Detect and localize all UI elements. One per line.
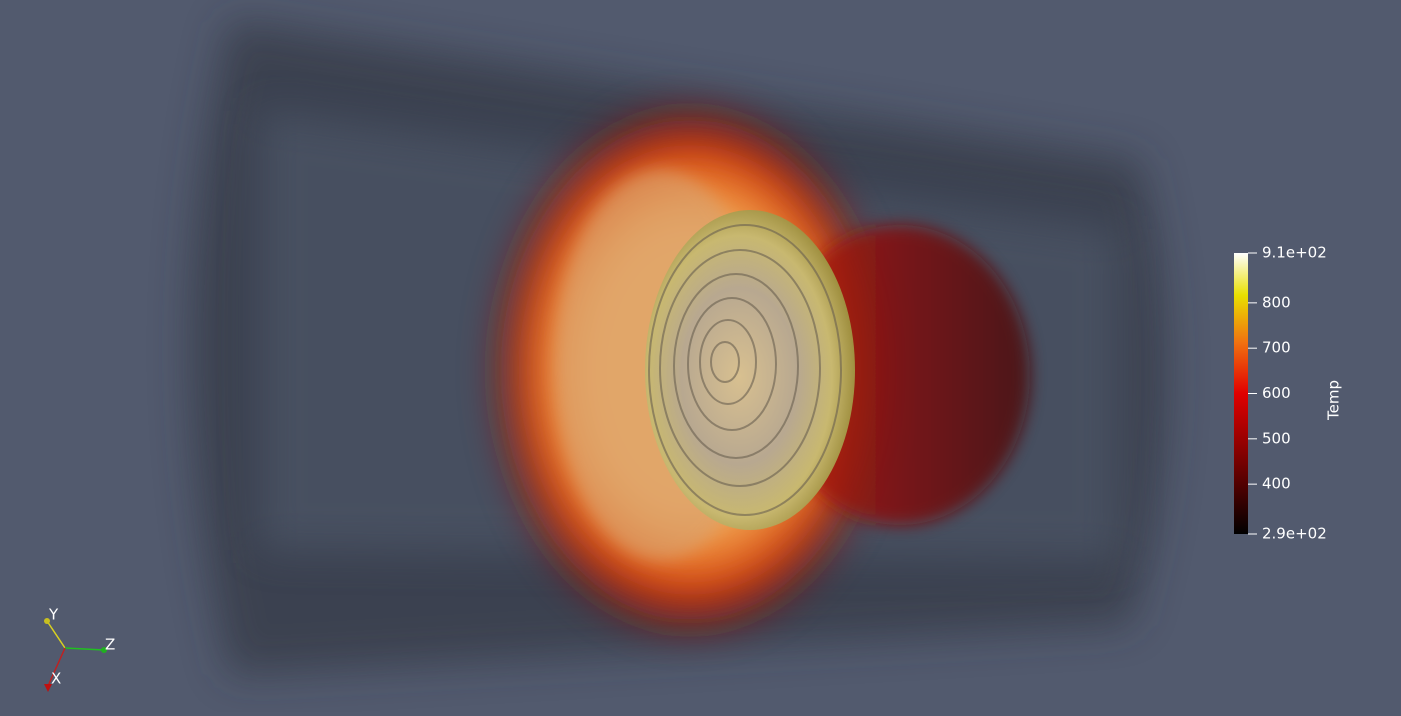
volume-render [190, 20, 1168, 675]
y-label: Y [48, 606, 59, 624]
z-axis [64, 647, 105, 651]
tick-label: 9.1e+02 [1262, 244, 1327, 262]
tick-label: 700 [1262, 339, 1291, 357]
tick-label: 800 [1262, 293, 1291, 311]
tick-label: 600 [1262, 384, 1291, 402]
x-axis [47, 647, 66, 687]
tick-label: 500 [1262, 429, 1291, 447]
orientation-axes: Y Z X [44, 606, 115, 692]
color-bar [1234, 253, 1248, 534]
z-label: Z [105, 636, 115, 654]
x-label: X [51, 670, 61, 688]
tick-label: 2.9e+02 [1262, 525, 1327, 543]
colorbar-title: Temp [1325, 380, 1343, 421]
tick-label: 400 [1262, 475, 1291, 493]
z-tip [101, 647, 107, 653]
color-legend: Temp [1234, 253, 1343, 534]
y-tip [44, 618, 50, 624]
x-tip [44, 684, 52, 692]
y-axis [46, 620, 66, 649]
